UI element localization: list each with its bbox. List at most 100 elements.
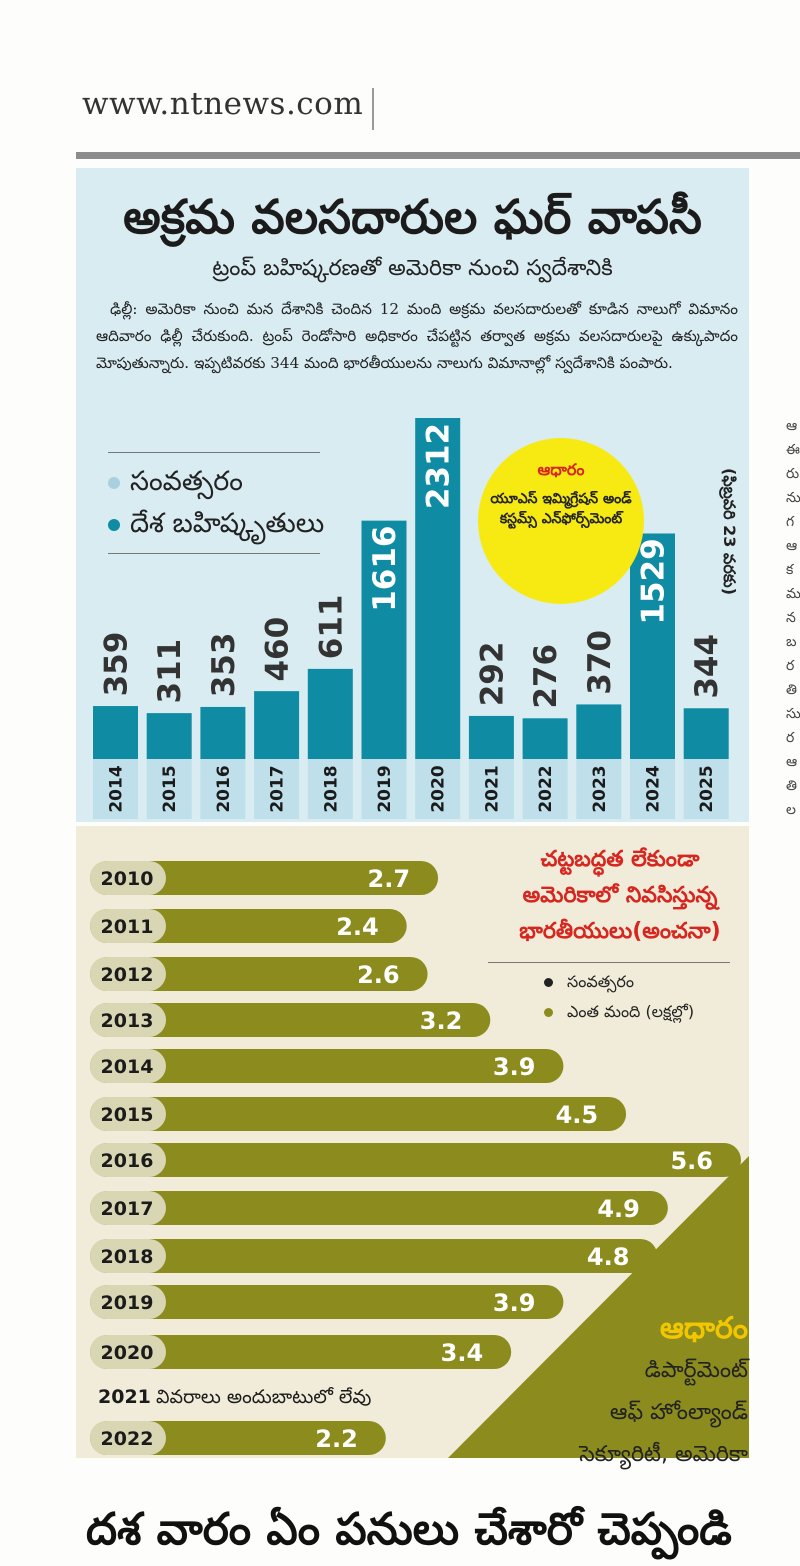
bar-2023 (576, 704, 622, 759)
year-label-2018: 2018 (321, 765, 341, 812)
value-label-2022: 276 (528, 644, 564, 709)
bottom-chart-title: చట్టబద్ధత లేకుండా అమెరికాలో నివసిస్తున్న… (519, 847, 721, 944)
bar-2011 (90, 909, 407, 943)
bar-2015 (146, 713, 192, 759)
year-pill-2012 (90, 957, 166, 991)
bar-2014 (93, 706, 138, 759)
value-label-2014: 3.9 (493, 1053, 536, 1081)
year-pill-2010 (90, 861, 166, 895)
year-label-2012: 2012 (101, 964, 154, 986)
year-label-2015: 2015 (101, 1104, 154, 1126)
year-label-2020: 2020 (429, 765, 449, 812)
year-label-2015: 2015 (160, 765, 180, 812)
year-label-2011: 2011 (101, 916, 154, 938)
value-label-2017: 4.9 (597, 1195, 640, 1223)
bar-2024 (630, 533, 675, 759)
value-label-2011: 2.4 (336, 913, 379, 941)
year-label-2022: 2022 (101, 1428, 154, 1450)
year-label-2017: 2017 (268, 765, 288, 812)
bar-2010 (90, 861, 439, 895)
year-label-2010: 2010 (101, 868, 154, 890)
year-cell-2025 (683, 759, 729, 819)
year-label-2013: 2013 (101, 1010, 154, 1032)
bar-2021 (468, 715, 514, 759)
bar-2017 (254, 691, 300, 759)
year-cell-2022 (522, 759, 568, 819)
top-legend: సంవత్సరం దేశ బహిష్కృతులు (108, 452, 324, 554)
next-article-headline: దశ వారం ఏం పనులు చేశారో చెప్పండి (86, 1504, 732, 1555)
value-label-2013: 3.2 (420, 1007, 463, 1035)
value-label-2017: 460 (260, 617, 296, 682)
value-label-2015: 311 (152, 639, 188, 704)
year-label-2014: 2014 (107, 765, 127, 812)
headline: అక్రమ వలసదారుల ఘర్ వాపసీ (123, 190, 702, 245)
legend-deportees: దేశ బహిష్కృతులు (108, 503, 324, 545)
bottom-legend-year: సంవత్సరం (488, 967, 730, 997)
year-label-2025: 2025 (697, 765, 717, 812)
bar-2022 (522, 718, 568, 759)
bar-2025 (683, 708, 729, 759)
article-body: ఢిల్లీ: అమెరికా నుంచి మన దేశానికి చెందిన… (96, 300, 738, 372)
year-cell-2021 (468, 759, 514, 819)
bar-2016 (200, 706, 246, 759)
value-label-2025: 344 (689, 634, 725, 699)
top-source-badge: ఆధారం యూఎస్ ఇమ్మిగ్రేషన్ అండ్ కస్టమ్స్ ఎ… (478, 438, 644, 604)
year-pill-2020 (90, 1335, 166, 1369)
value-label-2021: 292 (474, 642, 510, 707)
illegal-residents-bar-chart: 2010 2.7 2011 2.4 2012 2.6 2013 3.2 2014 3.9 2015 4… (90, 861, 741, 1455)
year-pill-2022 (90, 1421, 166, 1455)
legend-deportees-dot (108, 518, 120, 531)
bar-2013 (90, 1003, 491, 1037)
year-label-2019: 2019 (101, 1292, 154, 1314)
year-cell-2016 (200, 759, 246, 819)
bar-2017 (90, 1191, 668, 1225)
year-label-2021: 2021 (98, 1386, 151, 1408)
bottom-legend-count: ఎంత మంది (లక్షల్లో) (488, 997, 730, 1027)
deportation-bar-chart: 2014 359 2015 311 2016 353 2017 460 2018 611 2019 1… (93, 418, 729, 819)
value-label-2018: 611 (313, 595, 349, 660)
year-pill-2016 (90, 1143, 166, 1177)
year-pill-2013 (90, 1003, 166, 1037)
bar-2018 (307, 668, 353, 759)
value-label-2015: 4.5 (556, 1101, 599, 1129)
year-label-2017: 2017 (101, 1198, 154, 1220)
value-label-2023: 370 (582, 630, 618, 695)
year-label-2016: 2016 (214, 765, 234, 812)
top-source-body: యూఎస్ ఇమ్మిగ్రేషన్ అండ్ కస్టమ్స్ ఎన్‌ఫోర… (490, 491, 632, 527)
legend-year-dot (108, 476, 120, 489)
year-label-2023: 2023 (590, 765, 610, 812)
year-cell-2024 (630, 759, 675, 819)
bar-2014 (90, 1049, 564, 1083)
bar-2012 (90, 957, 428, 991)
value-label-2016: 5.6 (670, 1147, 713, 1175)
bar-2022 (90, 1421, 386, 1455)
year-pill-2018 (90, 1239, 166, 1273)
bar-2020 (90, 1335, 512, 1369)
value-label-2020: 3.4 (441, 1339, 484, 1367)
value-label-2022: 2.2 (315, 1425, 358, 1453)
bar-2019 (361, 520, 407, 759)
value-label-2018: 4.8 (587, 1243, 630, 1271)
year-cell-2020 (415, 759, 461, 819)
year-label-2014: 2014 (101, 1056, 154, 1078)
olive-corner-triangle (448, 1156, 749, 1458)
bar-2019 (90, 1285, 564, 1319)
year-label-2020: 2020 (101, 1342, 154, 1364)
bar-2018 (90, 1239, 658, 1273)
year-label-2021: 2021 (482, 765, 502, 812)
adjacent-column-text: ఆ ఈ రు ను గ ఆ క ము న బ ర తి సు ర ఆ తి ల (786, 418, 800, 818)
legend-deportees-label: దేశ బహిష్కృతులు (130, 508, 325, 539)
header-rule (76, 152, 800, 159)
bottom-source: ఆధారం డిపార్ట్‌మెంట్ ఆఫ్ హోంల్యాండ్ సెక్… (520, 1308, 748, 1476)
bottom-legend-year-dot (544, 978, 553, 987)
value-label-2019: 3.9 (493, 1289, 536, 1317)
bottom-source-line2: ఆఫ్ హోంల్యాండ్ (609, 1400, 748, 1425)
year-cell-2019 (361, 759, 407, 819)
value-label-2019: 1616 (367, 526, 403, 612)
value-label-2012: 2.6 (357, 961, 400, 989)
year-cell-2017 (254, 759, 300, 819)
subheadline: ట్రంప్ బహిష్కరణతో అమెరికా నుంచి స్వదేశాన… (212, 256, 613, 281)
legend-year: సంవత్సరం (108, 461, 320, 503)
bar-2020 (415, 418, 461, 759)
value-label-2020: 2312 (421, 423, 457, 509)
